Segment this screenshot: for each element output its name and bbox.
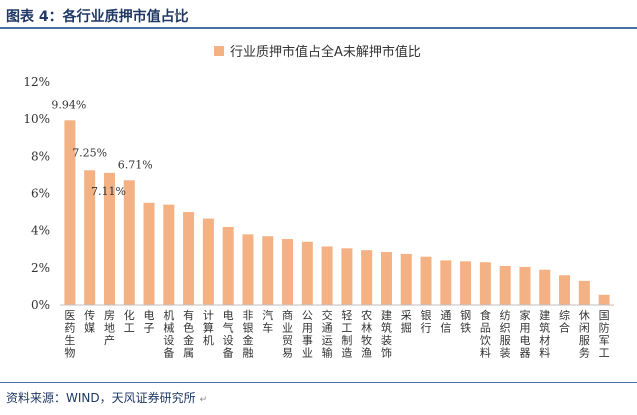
x-tick-label: 建筑装饰 — [381, 308, 392, 360]
x-tick-label: 商业贸易 — [282, 308, 293, 360]
x-tick-label: 机械设备 — [163, 308, 174, 360]
y-tick-label: 10% — [23, 112, 50, 126]
x-tick-label: 综合 — [559, 308, 570, 335]
bar — [341, 248, 353, 305]
y-axis: 0% 2% 4% 6% 8% 10% 12% — [23, 75, 50, 312]
data-label: 9.94% — [51, 98, 86, 111]
bar — [400, 253, 412, 305]
bar — [578, 280, 590, 305]
x-tick-label: 银行 — [421, 308, 432, 335]
bar — [539, 269, 551, 305]
bar — [301, 241, 313, 305]
x-tick-label: 汽车 — [262, 308, 273, 335]
y-tick-label: 4% — [31, 224, 50, 238]
x-axis: 医药生物传媒房地产化工电子机械设备有色金属计算机电气设备非银金融汽车商业贸易公用… — [60, 304, 614, 360]
bars — [64, 120, 610, 305]
paragraph-mark-icon: ↵ — [199, 395, 208, 405]
paragraph-mark-icon: ↵ — [174, 10, 182, 20]
x-tick-label: 钢铁 — [460, 309, 471, 335]
bar — [282, 239, 294, 305]
x-tick-label: 交通运输 — [322, 308, 333, 360]
x-tick-label: 医药生物 — [64, 309, 75, 360]
y-tick-label: 12% — [23, 75, 50, 89]
bar — [559, 275, 571, 305]
legend-swatch — [214, 46, 224, 56]
x-tick-label: 家用电器 — [519, 308, 530, 360]
bar — [64, 120, 76, 305]
bar — [321, 246, 333, 305]
x-tick-label: 化工 — [124, 308, 135, 335]
y-tick-label: 0% — [31, 298, 50, 312]
x-tick-label: 计算机 — [203, 309, 214, 347]
source-text: 资料来源：WIND，天风证券研究所 — [6, 391, 196, 405]
bar — [420, 256, 432, 305]
chart-legend: 行业质押市值占全A未解押市值比 — [214, 44, 421, 60]
y-tick-label: 8% — [31, 149, 50, 163]
bar — [103, 172, 115, 305]
x-tick-label: 通信 — [440, 309, 451, 335]
data-label: 7.25% — [72, 146, 107, 159]
bar — [598, 294, 610, 305]
x-tick-label: 电子 — [144, 309, 155, 335]
bar — [440, 260, 452, 305]
bar — [84, 170, 96, 305]
source-note: 资料来源：WIND，天风证券研究所 ↵ — [6, 389, 207, 406]
bar — [460, 261, 472, 305]
bar-chart: 行业质押市值占全A未解押市值比 0% 2% 4% 6% 8% 10% 12% 医药生物传媒房… — [23, 44, 614, 360]
x-tick-label: 轻工制造 — [341, 308, 352, 360]
bar — [163, 204, 175, 305]
data-labels: 9.94% 7.25% 7.11% 6.71% — [51, 98, 152, 198]
x-tick-label: 国防军工 — [599, 309, 610, 360]
x-tick-label: 房地产 — [104, 309, 115, 347]
legend-label: 行业质押市值占全A未解押市值比 — [230, 44, 421, 60]
x-tick-label: 纺织服装 — [500, 308, 511, 360]
x-tick-label: 食品饮料 — [480, 308, 491, 360]
footer-divider — [0, 382, 637, 383]
bar — [143, 202, 155, 305]
bar — [380, 252, 392, 305]
bar — [183, 212, 195, 305]
y-tick-label: 2% — [31, 261, 50, 275]
figure-header: 图表 4：各行业质押市值占比 ↵ — [0, 0, 637, 30]
bar — [361, 250, 373, 305]
x-tick-label: 休闲服务 — [579, 309, 590, 360]
x-tick-label: 电气设备 — [223, 309, 234, 360]
bar — [499, 265, 511, 305]
data-label: 7.11% — [91, 185, 126, 198]
x-tick-label: 有色金属 — [183, 308, 194, 360]
bar — [262, 236, 274, 305]
x-tick-label: 公用事业 — [302, 309, 313, 360]
x-tick-label: 传媒 — [84, 309, 95, 335]
bar — [242, 234, 254, 305]
bar — [202, 218, 214, 305]
header-divider — [0, 27, 637, 29]
bar — [222, 226, 234, 305]
data-label: 6.71% — [118, 158, 153, 171]
bar — [519, 266, 531, 305]
figure-title: 图表 4：各行业质押市值占比 — [6, 9, 189, 25]
x-tick-label: 非银金融 — [242, 309, 253, 360]
bar — [479, 262, 491, 305]
x-tick-label: 农林牧渔 — [361, 308, 372, 360]
x-tick-label: 建筑材料 — [539, 308, 550, 360]
y-tick-label: 6% — [31, 187, 50, 201]
bar — [123, 180, 135, 305]
x-tick-label: 采掘 — [401, 309, 412, 335]
